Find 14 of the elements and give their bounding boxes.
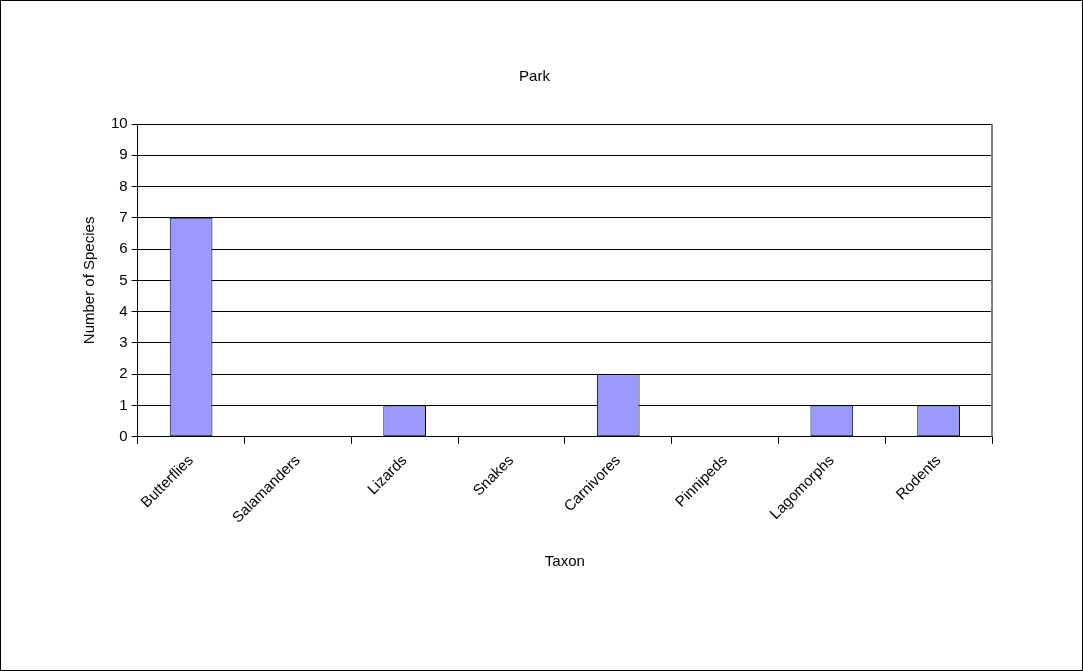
y-tick-label: 3 (119, 333, 128, 351)
y-tick-label: 10 (111, 114, 128, 132)
y-tick-label: 6 (119, 239, 128, 257)
y-tick-label: 8 (119, 176, 128, 194)
y-tick-label: 7 (119, 207, 128, 225)
y-tick-label: 5 (119, 270, 128, 288)
y-tick-label: 2 (119, 364, 128, 382)
y-tick-label: 4 (119, 301, 128, 319)
chart-title: Park (519, 67, 551, 85)
y-tick-label: 1 (119, 395, 128, 413)
x-axis-title: Taxon (544, 552, 585, 570)
y-tick-label: 0 (119, 426, 128, 444)
y-tick-label: 9 (119, 145, 128, 163)
y-axis-title: Number of Species (80, 216, 98, 345)
